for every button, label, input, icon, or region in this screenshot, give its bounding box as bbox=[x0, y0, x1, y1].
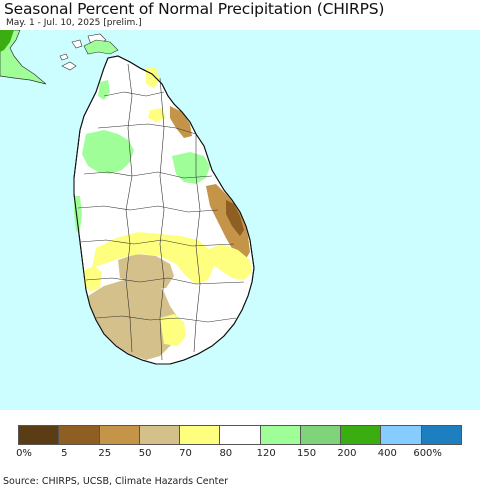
yellow-area-center bbox=[92, 232, 214, 284]
legend-swatch bbox=[300, 426, 342, 444]
legend-label: 200 bbox=[337, 448, 357, 459]
yellow-area-north bbox=[146, 68, 166, 122]
map-subtitle: May. 1 - Jul. 10, 2025 [prelim.] bbox=[6, 18, 142, 28]
coastline bbox=[73, 55, 255, 365]
legend-swatch bbox=[421, 426, 461, 444]
legend-swatch bbox=[139, 426, 181, 444]
jaffna-peninsula bbox=[83, 39, 119, 55]
legend-swatch bbox=[220, 426, 261, 444]
legend-swatch bbox=[381, 426, 422, 444]
legend-color-bar bbox=[18, 425, 462, 445]
dry-area-east-coast bbox=[206, 184, 250, 262]
yellow-area-southeast bbox=[206, 244, 252, 280]
legend-swatch bbox=[260, 426, 301, 444]
map-title: Seasonal Percent of Normal Precipitation… bbox=[4, 0, 385, 18]
legend-swatch bbox=[180, 426, 221, 444]
dry-area-east-coast-dark bbox=[226, 200, 244, 236]
legend-swatch bbox=[19, 426, 60, 444]
wet-area-northwest bbox=[82, 130, 134, 174]
legend-swatch bbox=[99, 426, 140, 444]
legend-label: 120 bbox=[256, 448, 276, 459]
wet-area-west-coast bbox=[74, 196, 82, 232]
legend-label: 25 bbox=[98, 448, 112, 459]
legend-swatch bbox=[59, 426, 100, 444]
india-landmass-green bbox=[0, 30, 14, 52]
legend-label: 80 bbox=[219, 448, 233, 459]
india-landmass bbox=[0, 30, 47, 85]
legend-label: 5 bbox=[61, 448, 68, 459]
legend-label: 600% bbox=[413, 448, 442, 459]
yellow-area-south bbox=[160, 314, 186, 346]
dry-area-northeast bbox=[170, 106, 192, 138]
precipitation-map bbox=[0, 30, 480, 410]
wet-area-northwest-coast bbox=[98, 80, 110, 100]
wet-area-north-central bbox=[172, 152, 210, 184]
legend-label: 70 bbox=[179, 448, 192, 459]
yellow-area-west bbox=[84, 266, 102, 292]
legend-label: 400 bbox=[377, 448, 397, 459]
legend-label: 0% bbox=[16, 448, 32, 459]
legend-label: 50 bbox=[138, 448, 152, 459]
legend-labels: 0% 5 25 50 70 80 120 150 200 400 600% bbox=[0, 448, 480, 462]
legend-label: 150 bbox=[296, 448, 317, 459]
district-boundaries bbox=[77, 63, 245, 361]
source-credit: Source: CHIRPS, UCSB, Climate Hazards Ce… bbox=[3, 476, 229, 487]
legend-swatch bbox=[341, 426, 382, 444]
dry-area-central bbox=[118, 254, 174, 288]
